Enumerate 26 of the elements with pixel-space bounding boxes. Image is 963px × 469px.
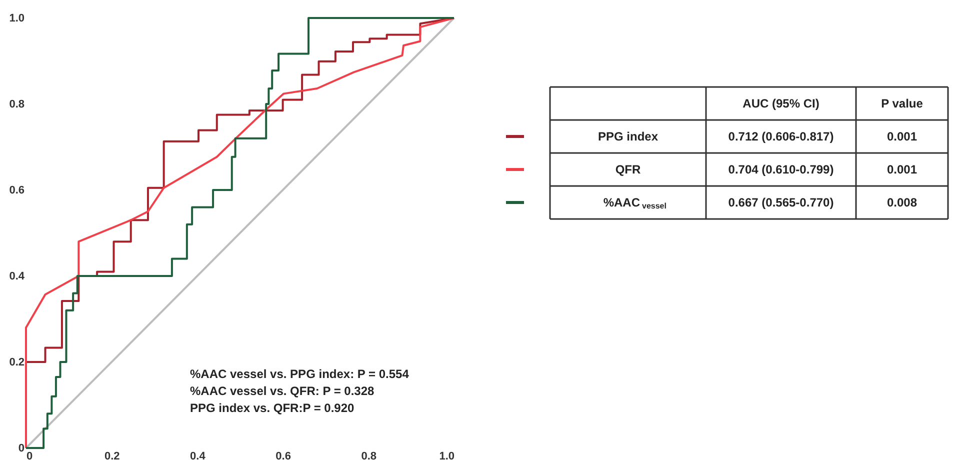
annotation: %AAC vessel vs. QFR: P = 0.328 (190, 384, 375, 398)
text: 0.001 (886, 130, 918, 144)
annotation: %AAC vessel vs. PPG index: P = 0.554 (190, 367, 410, 381)
text: 0.008 (886, 196, 918, 210)
x-tick-label: 0 (26, 450, 33, 462)
line-series (25, 17, 455, 449)
y-tick-label: 0.8 (9, 98, 24, 110)
y-tick-label: 1.0 (9, 12, 24, 24)
x-tick-label: 0.4 (190, 450, 206, 462)
text: 0.001 (886, 162, 918, 176)
text: 0.712 (0.606-0.817) (728, 130, 834, 144)
annotation: PPG index vs. QFR:P = 0.920 (190, 401, 355, 415)
y-tick-label: 0.6 (9, 184, 24, 196)
text: QFR (615, 162, 641, 176)
y-tick-label: 0.2 (9, 356, 24, 368)
x-tick-label: 0.8 (361, 450, 377, 462)
x-tick-label: 0.6 (276, 450, 291, 462)
text: 0.667 (0.565-0.770) (728, 196, 834, 210)
text: PPG index (598, 130, 658, 144)
y-tick-label: 0 (18, 442, 24, 454)
y-tick-label: 0.4 (9, 270, 26, 282)
text: AUC (95% CI) (742, 96, 820, 110)
x-tick-label: 1.0 (439, 450, 454, 462)
text: 0.704 (0.610-0.799) (728, 162, 834, 176)
text: P value (881, 96, 924, 110)
x-tick-label: 0.2 (104, 450, 120, 462)
